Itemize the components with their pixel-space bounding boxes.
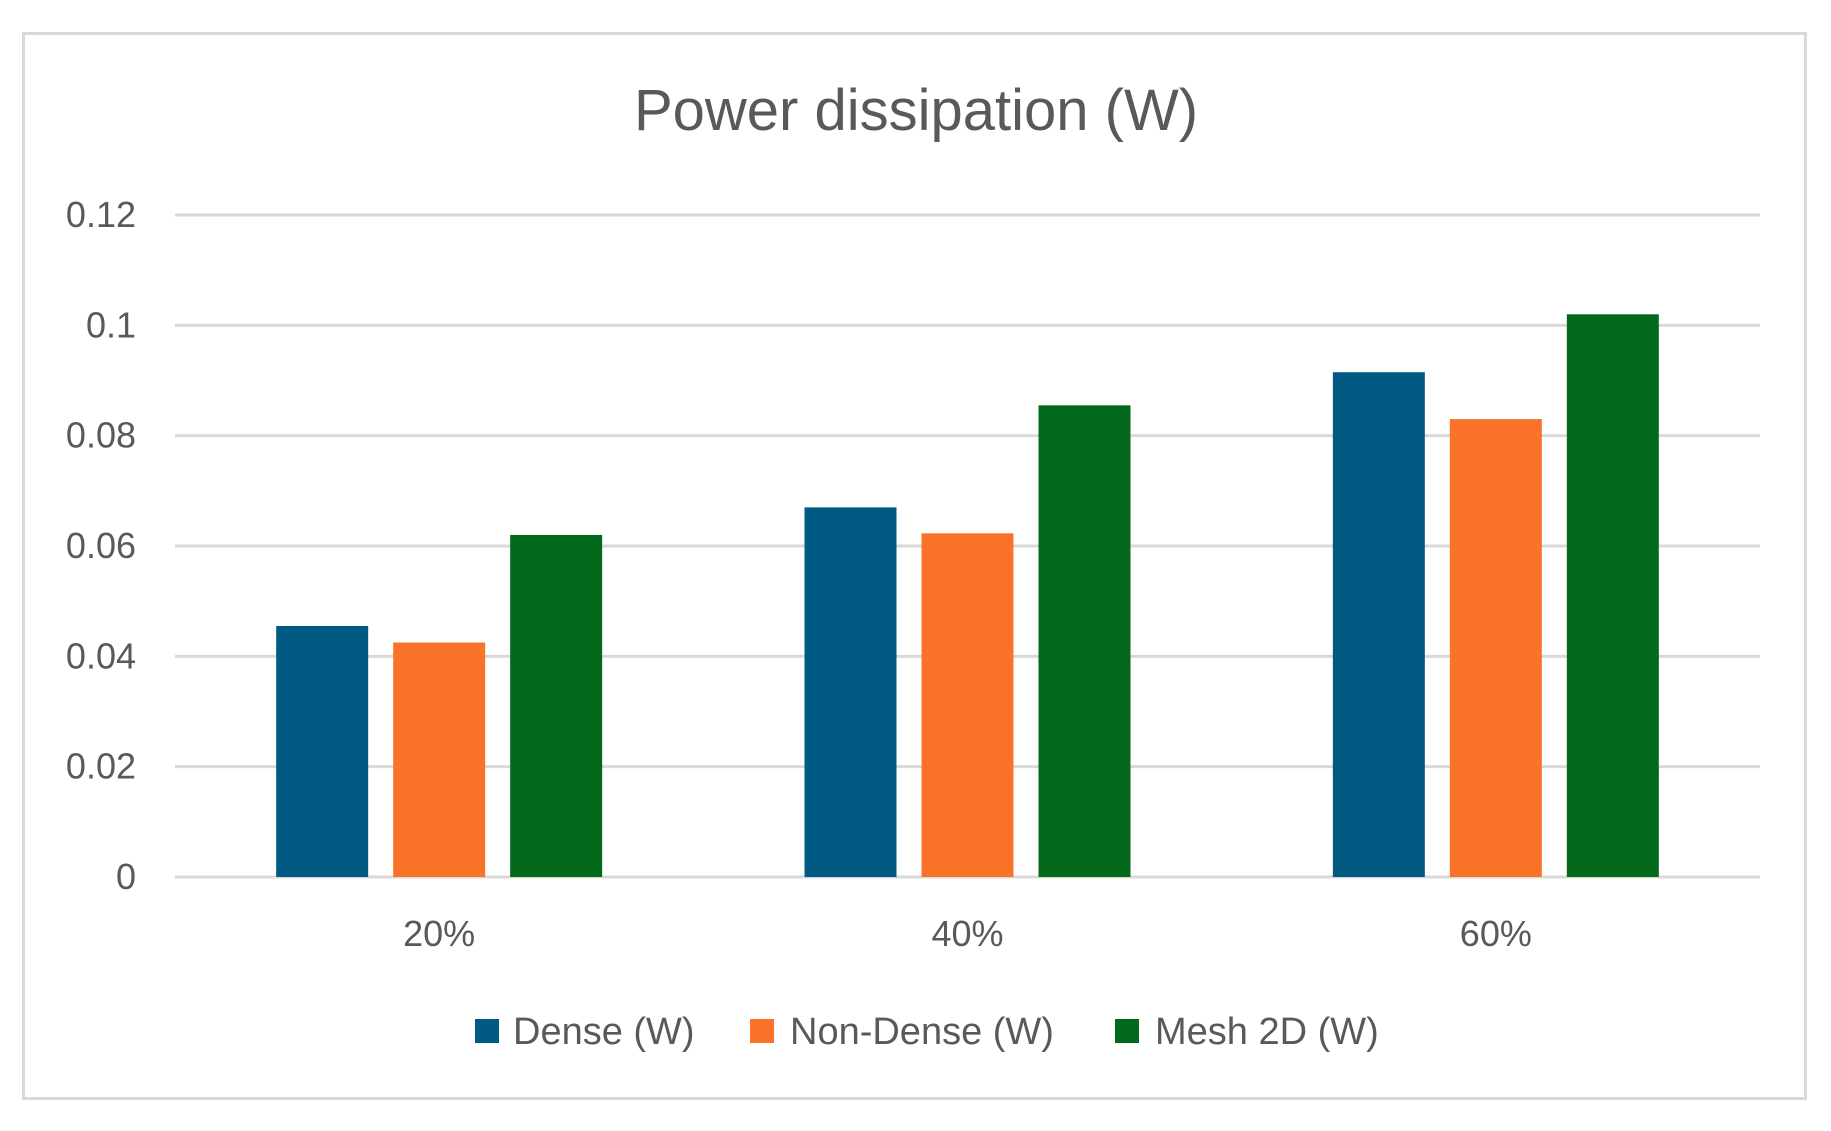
x-tick-label: 60% xyxy=(1460,913,1532,954)
y-tick-label: 0 xyxy=(116,856,136,897)
legend: Dense (W) Non-Dense (W) Mesh 2D (W) xyxy=(475,1011,1379,1053)
bar-1-2 xyxy=(804,507,897,877)
legend-swatch xyxy=(750,1019,774,1043)
legend-label: Mesh 2D (W) xyxy=(1155,1011,1379,1053)
y-axis-ticks: 0 0.02 0.04 0.06 0.08 0.1 0.12 xyxy=(66,194,136,897)
bar-2-1 xyxy=(393,642,486,877)
bars xyxy=(276,314,1659,877)
bar-3-2 xyxy=(1038,405,1131,877)
x-tick-label: 20% xyxy=(403,913,475,954)
bar-3-1 xyxy=(510,534,603,877)
bar-3-3 xyxy=(1566,314,1659,877)
x-tick-label: 40% xyxy=(931,913,1003,954)
bar-2-2 xyxy=(921,533,1014,877)
chart-title: Power dissipation (W) xyxy=(634,78,1198,143)
y-tick-label: 0.12 xyxy=(66,194,136,235)
y-tick-label: 0.1 xyxy=(86,304,136,345)
y-tick-label: 0.06 xyxy=(66,525,136,566)
y-tick-label: 0.02 xyxy=(66,746,136,787)
bar-2-3 xyxy=(1449,419,1542,877)
legend-swatch xyxy=(1115,1019,1139,1043)
bar-1-3 xyxy=(1332,372,1425,877)
legend-label: Dense (W) xyxy=(513,1011,695,1053)
x-axis-ticks: 20% 40% 60% xyxy=(403,913,1532,954)
y-tick-label: 0.08 xyxy=(66,415,136,456)
legend-swatch xyxy=(475,1019,499,1043)
legend-label: Non-Dense (W) xyxy=(790,1011,1054,1053)
bar-1-1 xyxy=(276,625,369,877)
y-tick-label: 0.04 xyxy=(66,635,136,676)
